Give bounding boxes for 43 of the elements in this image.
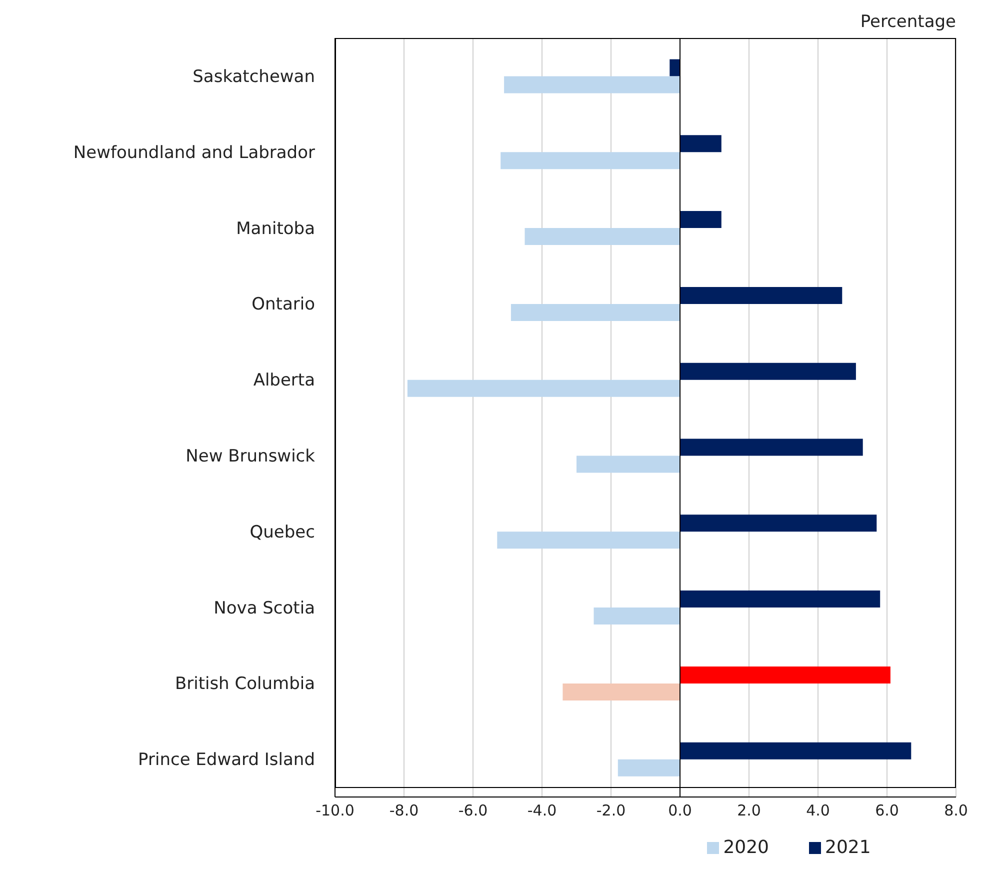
y-tick-label: New Brunswick xyxy=(186,446,316,466)
x-tick-label: 6.0 xyxy=(875,802,899,820)
x-tick-label: 4.0 xyxy=(806,802,830,820)
y-tick-label: Nova Scotia xyxy=(214,598,315,618)
y-tick-label: Saskatchewan xyxy=(192,66,315,87)
x-tick-label: -6.0 xyxy=(458,802,488,820)
bar xyxy=(680,135,722,152)
y-tick-label: Ontario xyxy=(252,294,315,315)
bar xyxy=(680,362,856,380)
y-tick-label: Manitoba xyxy=(236,218,315,239)
bar xyxy=(680,590,880,608)
x-axis-title: Percentage xyxy=(860,12,956,32)
x-tick-label: 0.0 xyxy=(668,802,692,820)
bar xyxy=(680,286,842,304)
y-tick-label: British Columbia xyxy=(174,674,315,694)
x-tick-label: -2.0 xyxy=(596,802,626,820)
bar xyxy=(680,211,722,228)
bar xyxy=(510,304,680,321)
legend-label: 2020 xyxy=(723,837,769,858)
bar xyxy=(524,228,680,246)
y-tick-label: Alberta xyxy=(253,370,315,391)
x-tick-label: 8.0 xyxy=(944,802,968,820)
y-tick-label: Quebec xyxy=(250,522,315,542)
bar xyxy=(497,532,680,549)
bar xyxy=(670,59,680,76)
bar xyxy=(562,683,680,700)
x-tick-label: -4.0 xyxy=(527,802,557,820)
y-tick-label: Newfoundland and Labrador xyxy=(73,142,315,163)
bar xyxy=(680,742,912,760)
bar xyxy=(576,456,680,473)
x-tick-label: 2.0 xyxy=(737,802,761,820)
bar xyxy=(594,608,680,625)
bar xyxy=(618,759,680,776)
bar xyxy=(680,666,890,684)
x-tick-label: -10.0 xyxy=(316,802,354,820)
legend-label: 2021 xyxy=(825,837,871,858)
bar xyxy=(680,514,877,532)
bar xyxy=(504,76,680,94)
bar xyxy=(407,380,680,397)
y-tick-label: Prince Edward Island xyxy=(138,750,315,770)
x-tick-label: -8.0 xyxy=(389,802,419,820)
bar xyxy=(680,438,863,456)
bar xyxy=(500,152,680,170)
